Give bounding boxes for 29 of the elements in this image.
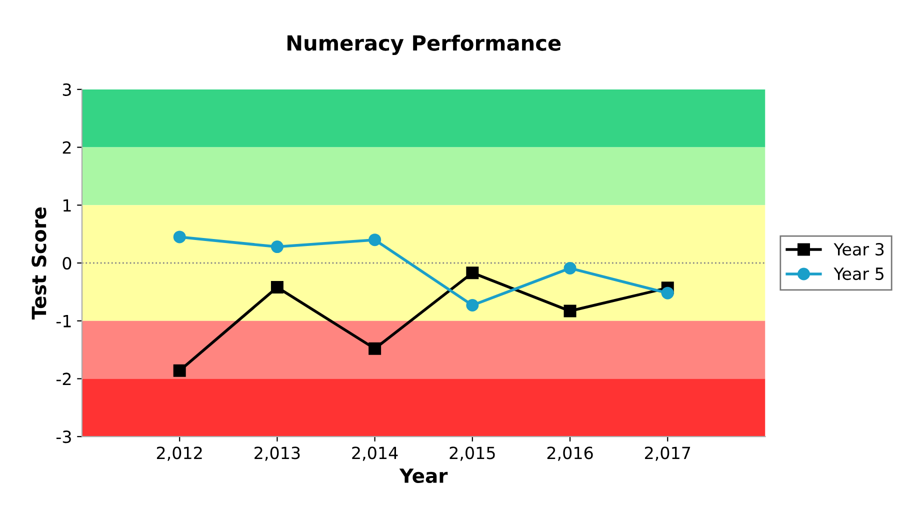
point bbox=[466, 266, 479, 280]
x-tick-label: 2,016 bbox=[547, 446, 593, 461]
legend-label: Year 3 bbox=[834, 242, 884, 256]
point bbox=[270, 240, 284, 254]
y-tick-label: -1 bbox=[56, 315, 71, 328]
x-tick-label: 2,015 bbox=[450, 446, 495, 461]
y-tick-label: 3 bbox=[62, 83, 71, 96]
point bbox=[368, 342, 382, 355]
chart-title: Numeracy Performance bbox=[288, 34, 561, 56]
point bbox=[564, 304, 576, 318]
y-axis-title: Test Score bbox=[32, 207, 46, 320]
y-tick-label: -3 bbox=[56, 430, 71, 444]
x-tick-label: 2,013 bbox=[254, 446, 300, 461]
x-tick-label: 2,012 bbox=[156, 446, 202, 461]
y-tick-label: 0 bbox=[62, 256, 72, 270]
x-tick-label: 2,017 bbox=[644, 446, 690, 461]
point bbox=[270, 281, 284, 294]
x-axis-title: Year bbox=[399, 468, 448, 484]
y-tick-label: 2 bbox=[62, 141, 71, 154]
point bbox=[173, 364, 186, 377]
point bbox=[368, 234, 382, 246]
point bbox=[661, 286, 674, 300]
point bbox=[564, 262, 576, 274]
point bbox=[173, 230, 186, 244]
legend-label: Year 5 bbox=[834, 268, 884, 280]
x-tick-label: 2,014 bbox=[352, 446, 398, 461]
point bbox=[466, 298, 479, 312]
y-tick-label: -2 bbox=[56, 372, 71, 386]
y-tick-label: 1 bbox=[63, 199, 71, 212]
